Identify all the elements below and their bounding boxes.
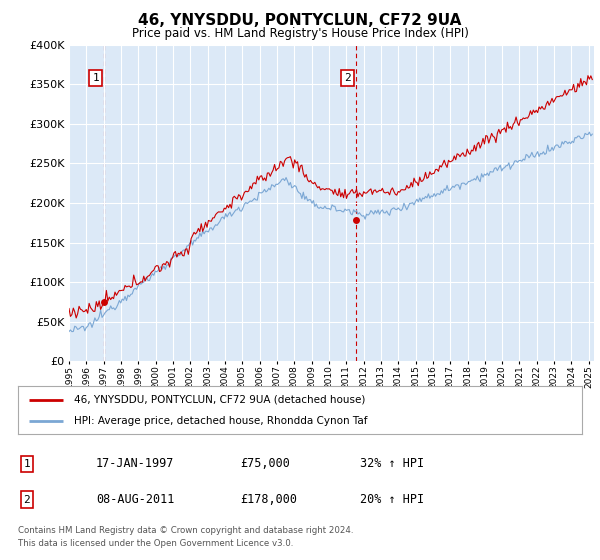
Text: 20% ↑ HPI: 20% ↑ HPI [360, 493, 424, 506]
Text: 08-AUG-2011: 08-AUG-2011 [96, 493, 175, 506]
Text: Contains HM Land Registry data © Crown copyright and database right 2024.: Contains HM Land Registry data © Crown c… [18, 526, 353, 535]
Text: 2: 2 [344, 73, 351, 83]
Text: 17-JAN-1997: 17-JAN-1997 [96, 457, 175, 470]
Text: This data is licensed under the Open Government Licence v3.0.: This data is licensed under the Open Gov… [18, 539, 293, 548]
Text: Price paid vs. HM Land Registry's House Price Index (HPI): Price paid vs. HM Land Registry's House … [131, 27, 469, 40]
Text: 2: 2 [23, 494, 31, 505]
Text: 1: 1 [92, 73, 99, 83]
Text: 46, YNYSDDU, PONTYCLUN, CF72 9UA: 46, YNYSDDU, PONTYCLUN, CF72 9UA [139, 13, 461, 29]
Text: 46, YNYSDDU, PONTYCLUN, CF72 9UA (detached house): 46, YNYSDDU, PONTYCLUN, CF72 9UA (detach… [74, 395, 366, 405]
Text: £178,000: £178,000 [240, 493, 297, 506]
Text: 1: 1 [23, 459, 31, 469]
Text: £75,000: £75,000 [240, 457, 290, 470]
Text: 32% ↑ HPI: 32% ↑ HPI [360, 457, 424, 470]
Text: HPI: Average price, detached house, Rhondda Cynon Taf: HPI: Average price, detached house, Rhon… [74, 416, 368, 426]
